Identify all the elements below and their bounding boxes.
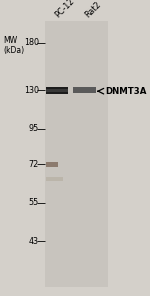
Text: 72: 72 [29, 160, 39, 169]
Bar [46, 162, 58, 167]
Text: 43: 43 [29, 237, 39, 246]
Text: 95: 95 [29, 124, 39, 133]
Text: 55: 55 [29, 198, 39, 207]
Text: MW
(kDa): MW (kDa) [3, 36, 24, 55]
Text: DNMT3A: DNMT3A [106, 87, 147, 96]
Bar [73, 87, 96, 93]
Bar [45, 21, 108, 287]
Bar [46, 86, 68, 94]
Text: 180: 180 [24, 38, 39, 47]
Text: PC-12: PC-12 [54, 0, 76, 19]
Bar [46, 177, 63, 181]
Text: Rat2: Rat2 [84, 0, 103, 19]
Text: 130: 130 [24, 86, 39, 95]
Bar [46, 89, 68, 92]
